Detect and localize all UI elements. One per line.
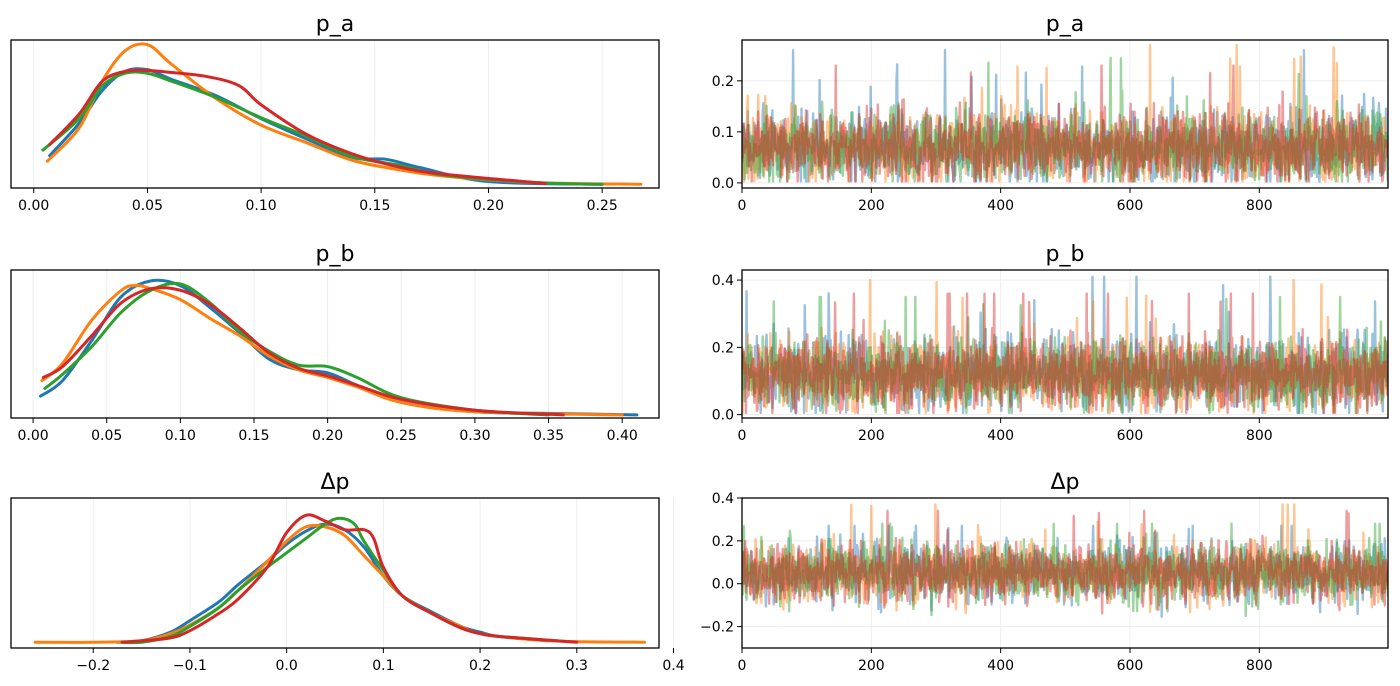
x-tick-label: 0.00 <box>18 428 49 444</box>
x-tick-label: 0.20 <box>312 428 343 444</box>
x-tick-label: 0.15 <box>238 428 269 444</box>
kde-line-chain-0 <box>115 522 550 644</box>
plot-area <box>33 513 646 645</box>
kde-line-chain-2 <box>41 70 604 186</box>
x-tick-label: 800 <box>1246 658 1273 674</box>
y-tick-label: 0.0 <box>712 408 734 424</box>
kde-line-chain-2 <box>43 281 551 417</box>
trace-line-chain-2 <box>742 522 1388 618</box>
kde-line-chain-1 <box>40 284 624 417</box>
x-tick-label: 0.35 <box>533 428 564 444</box>
axes-frame <box>741 497 1389 649</box>
x-tick-label: 400 <box>987 658 1014 674</box>
panel-4: Δp −0.2 −0.1 0.0 0.1 0.2 0.3 0.4 <box>10 470 685 674</box>
x-tick-label: 0.4 <box>662 658 684 674</box>
x-tick-label: 0.00 <box>18 198 49 214</box>
plot-area <box>742 275 1388 415</box>
y-tick-label: 0.2 <box>712 74 734 90</box>
panel-title: p_a <box>316 12 354 37</box>
x-tick-label: 600 <box>1117 658 1144 674</box>
trace-line-chain-3 <box>742 64 1388 183</box>
x-tick-label: −0.2 <box>76 658 110 674</box>
trace-line-chain-0 <box>742 524 1388 618</box>
trace-line-chain-1 <box>742 43 1388 183</box>
x-tick-label: 400 <box>987 428 1014 444</box>
plot-area <box>742 43 1388 183</box>
x-tick-label: 0 <box>738 428 747 444</box>
x-tick-label: 0.10 <box>246 198 277 214</box>
trace-line-chain-0 <box>742 49 1388 183</box>
x-tick-label: 800 <box>1246 428 1273 444</box>
x-tick-label: 600 <box>1117 198 1144 214</box>
axes-frame <box>10 497 660 649</box>
trace-line-chain-1 <box>742 278 1388 415</box>
x-tick-label: 0.3 <box>566 658 588 674</box>
kde-line-chain-3 <box>120 513 579 644</box>
plot-area <box>742 503 1388 618</box>
trace-line-chain-2 <box>742 295 1388 415</box>
y-tick-label: 0.4 <box>712 491 734 507</box>
y-tick-label: 0.0 <box>712 577 734 593</box>
kde-line-chain-3 <box>41 286 565 417</box>
panel-title: Δp <box>320 470 349 495</box>
trace-line-chain-0 <box>742 275 1388 415</box>
plot-area <box>41 42 643 186</box>
x-tick-label: 0 <box>738 658 747 674</box>
x-tick-label: 0.25 <box>386 428 417 444</box>
x-tick-label: 0.2 <box>469 658 491 674</box>
x-tick-label: 0.1 <box>372 658 394 674</box>
trace-line-chain-3 <box>742 292 1388 415</box>
y-tick-label: −0.2 <box>700 620 734 636</box>
y-tick-label: 0.2 <box>712 534 734 550</box>
kde-line-chain-0 <box>48 67 604 186</box>
panel-1: p_a 0 200 400 600 800 0.0 0.1 0.2 <box>712 12 1389 214</box>
panel-title: p_a <box>1046 12 1084 37</box>
x-tick-label: 0.15 <box>359 198 390 214</box>
axes-frame <box>10 269 660 419</box>
kde-line-chain-0 <box>38 278 639 417</box>
kde-line-chain-3 <box>48 68 547 185</box>
panel-5: Δp 0 200 400 600 800 −0.2 0.0 0.2 0.4 <box>700 470 1389 674</box>
x-tick-label: 0.0 <box>276 658 298 674</box>
y-tick-label: 0.0 <box>712 176 734 192</box>
axes-frame <box>741 39 1389 189</box>
x-tick-label: 0.40 <box>607 428 638 444</box>
x-tick-label: 0.25 <box>587 198 618 214</box>
kde-line-chain-2 <box>120 516 559 645</box>
trace-line-chain-3 <box>742 509 1388 615</box>
x-tick-label: 200 <box>858 658 885 674</box>
kde-line-chain-1 <box>33 523 646 644</box>
x-tick-label: 200 <box>858 198 885 214</box>
axes-frame <box>10 39 660 189</box>
panel-0: p_a 0.00 0.05 0.10 0.15 0.20 0.25 <box>10 12 660 214</box>
x-tick-label: 800 <box>1246 198 1273 214</box>
plot-area <box>38 278 639 417</box>
y-tick-label: 0.4 <box>712 273 734 289</box>
x-tick-label: 0.30 <box>459 428 490 444</box>
trace-line-chain-2 <box>742 56 1388 183</box>
trace-line-chain-1 <box>742 503 1388 615</box>
kde-line-chain-1 <box>45 42 643 186</box>
panel-2: p_b 0.00 0.05 0.10 0.15 0.20 0.25 0.30 0.35 0.40 <box>10 242 660 444</box>
y-tick-label: 0.1 <box>712 125 734 141</box>
x-tick-label: 600 <box>1117 428 1144 444</box>
x-tick-label: 0.05 <box>132 198 163 214</box>
panel-title: Δp <box>1050 470 1079 495</box>
y-tick-label: 0.2 <box>712 340 734 356</box>
x-tick-label: 0.20 <box>473 198 504 214</box>
panel-title: p_b <box>1046 242 1085 267</box>
x-tick-label: 0.05 <box>91 428 122 444</box>
x-tick-label: 200 <box>858 428 885 444</box>
panel-3: p_b 0 200 400 600 800 0.0 0.2 0.4 <box>712 242 1389 444</box>
x-tick-label: 0.10 <box>165 428 196 444</box>
x-tick-label: 400 <box>987 198 1014 214</box>
panel-title: p_b <box>316 242 355 267</box>
x-tick-label: 0 <box>738 198 747 214</box>
axes-frame <box>741 269 1389 419</box>
x-tick-label: −0.1 <box>173 658 207 674</box>
